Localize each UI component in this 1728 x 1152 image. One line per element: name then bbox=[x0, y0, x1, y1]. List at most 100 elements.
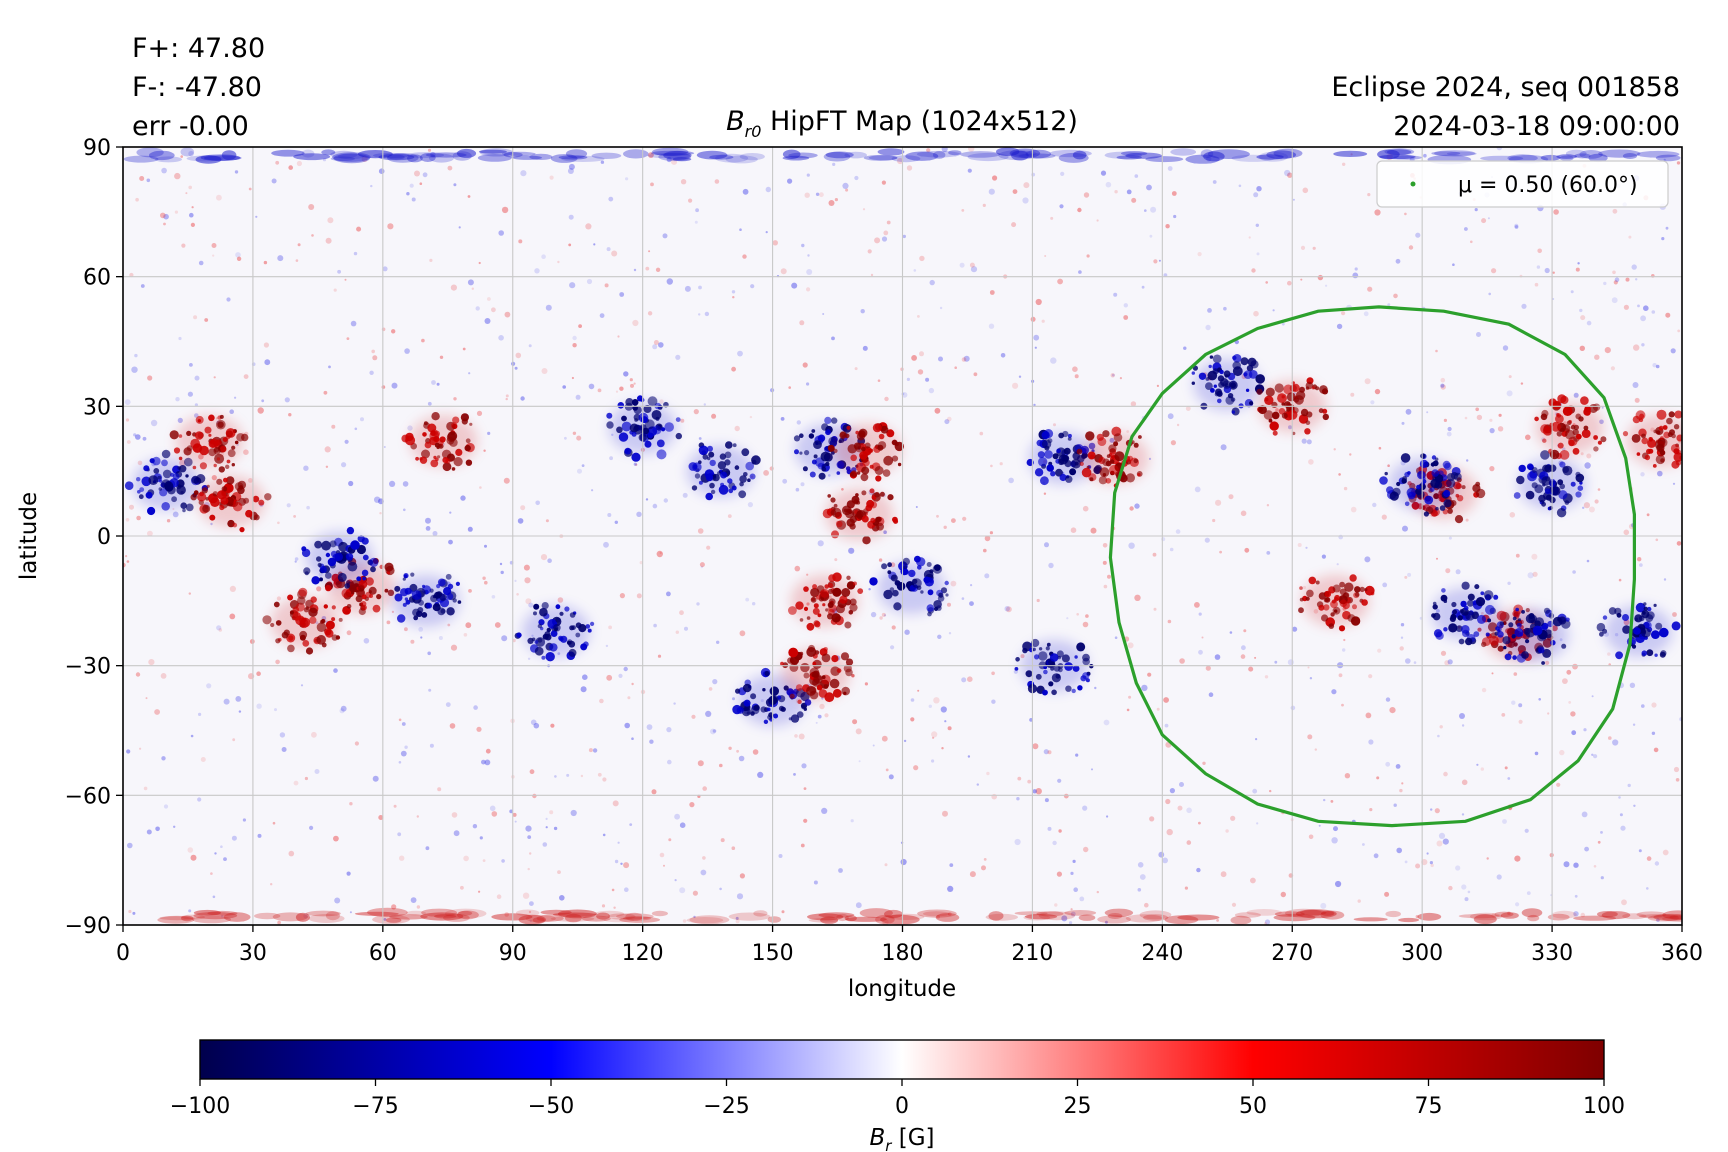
polar-field-patch bbox=[477, 154, 512, 162]
active-region-dot bbox=[1525, 639, 1530, 644]
active-region-dot bbox=[846, 518, 855, 527]
active-region-dot bbox=[1430, 462, 1436, 467]
field-speckle bbox=[576, 435, 582, 441]
field-speckle bbox=[624, 887, 629, 892]
active-region-dot bbox=[1057, 655, 1062, 660]
field-speckle bbox=[906, 377, 911, 381]
field-speckle bbox=[1070, 911, 1076, 917]
active-region-dot bbox=[766, 707, 771, 712]
active-region-dot bbox=[1557, 479, 1564, 486]
active-region-dot bbox=[879, 491, 885, 497]
field-speckle bbox=[414, 170, 420, 177]
active-region-dot bbox=[1534, 620, 1541, 627]
field-speckle bbox=[1639, 563, 1643, 567]
active-region-dot bbox=[1540, 450, 1550, 460]
active-region-dot bbox=[439, 593, 447, 602]
y-tick-label: −60 bbox=[65, 784, 111, 809]
active-region-dot bbox=[516, 632, 522, 638]
field-speckle bbox=[468, 372, 471, 375]
field-speckle bbox=[868, 588, 871, 591]
mu-contour-line bbox=[1108, 305, 1636, 828]
active-region-dot bbox=[1451, 601, 1457, 608]
field-speckle bbox=[449, 511, 452, 514]
active-region-dot bbox=[1344, 582, 1354, 592]
field-speckle bbox=[281, 747, 287, 752]
active-region-dot bbox=[1562, 406, 1573, 416]
active-region-dot bbox=[874, 466, 884, 475]
field-speckle bbox=[803, 818, 808, 823]
flux-error-label: err -0.00 bbox=[132, 111, 249, 142]
field-speckle bbox=[1378, 446, 1382, 450]
polar-field-patch bbox=[372, 915, 410, 924]
active-region-negative bbox=[124, 449, 209, 516]
field-speckle bbox=[1044, 255, 1047, 257]
active-region-dot bbox=[1646, 448, 1652, 455]
active-region-dot bbox=[857, 588, 864, 594]
active-region-dot bbox=[1304, 428, 1311, 435]
active-region-dot bbox=[1578, 416, 1584, 422]
field-speckle bbox=[959, 262, 965, 268]
field-speckle bbox=[1370, 400, 1375, 405]
field-speckle bbox=[1443, 418, 1447, 422]
field-speckle bbox=[620, 862, 623, 865]
field-speckle bbox=[231, 835, 237, 841]
field-speckle bbox=[929, 279, 935, 286]
field-speckle bbox=[629, 378, 633, 382]
active-region-dot bbox=[534, 646, 544, 656]
active-region-dot bbox=[1562, 465, 1573, 476]
active-region-dot bbox=[1420, 453, 1426, 459]
field-speckle bbox=[547, 558, 552, 563]
field-speckle bbox=[1290, 705, 1296, 711]
field-speckle bbox=[567, 168, 574, 174]
active-region-dot bbox=[850, 470, 858, 478]
polar-field-patch bbox=[180, 147, 195, 157]
field-speckle bbox=[126, 749, 131, 754]
active-region-dot bbox=[1283, 384, 1294, 395]
active-region-dot bbox=[394, 593, 403, 602]
field-speckle bbox=[515, 352, 522, 359]
field-speckle bbox=[1152, 552, 1157, 557]
field-speckle bbox=[187, 847, 194, 853]
field-speckle bbox=[553, 826, 558, 831]
field-speckle bbox=[496, 894, 502, 899]
active-region-dot bbox=[1416, 484, 1421, 490]
field-speckle bbox=[445, 702, 451, 707]
active-region-dot bbox=[321, 540, 331, 551]
field-speckle bbox=[1308, 459, 1314, 465]
active-region-dot bbox=[656, 439, 665, 448]
field-speckle bbox=[1447, 426, 1452, 432]
polar-field-patch bbox=[515, 909, 540, 917]
active-region-dot bbox=[1622, 625, 1631, 634]
field-speckle bbox=[1385, 697, 1391, 702]
field-speckle bbox=[860, 309, 865, 314]
active-region-dot bbox=[546, 627, 551, 633]
field-speckle bbox=[1663, 158, 1666, 161]
field-speckle bbox=[1476, 414, 1483, 421]
active-region-dot bbox=[1067, 433, 1072, 438]
active-region-dot bbox=[749, 473, 756, 480]
active-region-positive bbox=[190, 475, 272, 533]
field-speckle bbox=[659, 852, 665, 858]
active-region-dot bbox=[1573, 424, 1579, 430]
field-speckle bbox=[339, 708, 345, 714]
field-speckle bbox=[136, 515, 141, 521]
field-speckle bbox=[688, 198, 693, 203]
field-speckle bbox=[1035, 298, 1042, 306]
field-speckle bbox=[150, 419, 158, 427]
active-region-dot bbox=[195, 415, 204, 424]
field-speckle bbox=[901, 392, 908, 398]
active-region-dot bbox=[702, 454, 709, 460]
polar-field-patch bbox=[619, 916, 661, 923]
field-speckle bbox=[1524, 828, 1529, 833]
active-region-dot bbox=[742, 683, 752, 693]
active-region-dot bbox=[411, 590, 422, 601]
polar-field-patch bbox=[863, 154, 898, 161]
field-speckle bbox=[1601, 406, 1604, 409]
active-region-dot bbox=[1622, 614, 1629, 621]
field-speckle bbox=[712, 729, 717, 733]
field-speckle bbox=[1198, 612, 1202, 616]
active-region-dot bbox=[1544, 464, 1553, 473]
field-speckle bbox=[1183, 346, 1187, 350]
field-speckle bbox=[1534, 751, 1539, 756]
